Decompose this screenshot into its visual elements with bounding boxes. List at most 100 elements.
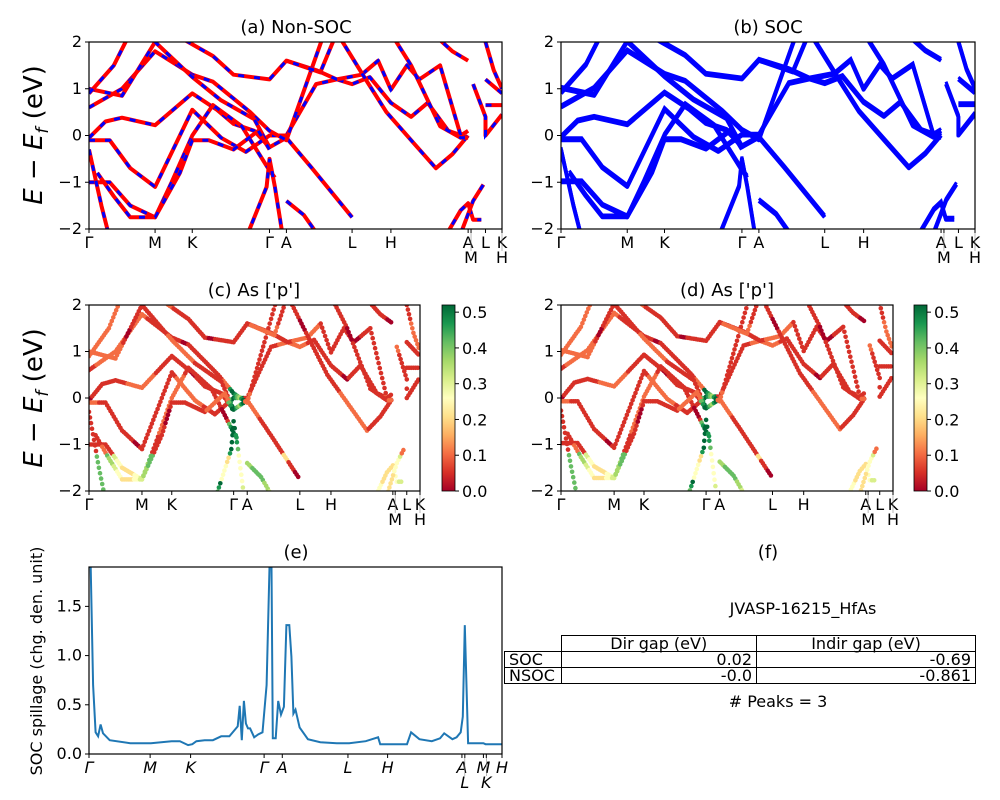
soc-band-split [561,42,599,93]
projection-point [272,332,277,338]
soc-band [912,42,943,63]
projection-point [415,365,420,371]
projection-point [739,487,745,491]
projection-point [382,385,387,391]
projection-point [352,344,357,350]
projection-point [263,335,269,340]
projection-point [584,310,590,315]
projection-point [388,392,394,398]
colorbar-tick-label: 0.5 [934,303,959,322]
projection-point [218,481,223,486]
projection-point [638,376,644,381]
projection-point [687,488,693,491]
soc-band [285,58,469,138]
y-tick-label: −2 [530,219,554,238]
non-soc-band [95,128,272,220]
projection-point [707,438,712,444]
y-tick-label: −1 [58,172,82,191]
projection-point [347,333,353,339]
projection-point [381,380,386,386]
colorbar-tick-label: 0.3 [462,375,487,394]
projection-point [158,399,163,405]
projection-point [863,471,869,477]
projection-point [836,294,841,299]
projection-point [745,327,751,333]
projection-point [118,297,123,302]
x-tick-label: M [388,510,402,529]
projection-point [142,439,148,445]
projection-point [408,321,414,326]
gap-table-row: SOC 0.02 -0.69 [504,651,976,668]
projection-point [708,445,713,451]
y-tick-label: −2 [58,219,82,238]
projection-point [268,316,274,322]
colorbar-tick-label: 0.4 [934,339,959,358]
x-tick-label: L [481,233,490,252]
x-tick-label: K [659,233,670,252]
projection-point [92,443,98,448]
projection-point [390,473,396,478]
projection-point [630,398,635,403]
material-id: JVASP-16215_HfAs [729,599,877,619]
projection-point [883,324,888,330]
projection-point [231,419,236,424]
y-tick-label: 1 [544,79,554,98]
projection-point [718,394,724,400]
projection-point [587,305,593,308]
projection-point [700,449,705,455]
projection-point [797,336,802,342]
projection-point [578,324,584,330]
projection-point [254,365,260,371]
projection-point [633,427,638,433]
gap-table-header: Dir gap (eV) Indir gap (eV) [504,635,976,652]
projection-point [635,419,641,424]
projection-point [637,379,642,385]
projection-point [861,318,867,324]
projection-point [370,335,376,341]
projection-point [853,379,859,385]
projection-point [392,468,397,474]
projection-point [838,296,843,301]
projection-point [634,423,639,429]
projection-point [398,356,403,362]
projection-point [353,348,359,354]
projection-point [159,432,165,438]
projection-point [741,315,746,320]
projection-point [623,416,628,421]
projection-point [156,403,162,408]
projection-point [160,392,166,397]
projection-point [627,405,633,410]
projection-point [239,472,244,478]
soc-band-split [868,42,942,137]
projection-point [878,306,884,311]
soc-band [447,200,482,229]
projection-point [251,378,256,384]
y-tick-label: 1 [72,342,82,361]
projection-point [734,338,740,344]
panel-e-title: (e) [283,542,308,563]
projection-point [244,400,250,405]
projection-point [318,321,324,326]
y-tick-label: 2 [72,295,82,314]
projection-point [740,319,745,325]
projection-point [412,334,418,339]
projection-point [416,345,420,351]
x-tick-label: L [820,233,829,252]
projection-point [852,374,858,380]
projection-point [877,375,882,381]
projection-point [803,295,808,300]
y-tick-label: 0.5 [57,695,82,714]
projection-point [93,448,99,454]
gap-table-header-dir: Dir gap (eV) [560,635,758,652]
projection-point [98,476,104,481]
projection-point [387,485,392,490]
x-tick-label: Γ [702,495,711,514]
projection-point [889,344,893,349]
projection-point [273,329,279,334]
projection-point [160,428,166,434]
projection-point [96,465,102,471]
soc-band [89,91,354,219]
